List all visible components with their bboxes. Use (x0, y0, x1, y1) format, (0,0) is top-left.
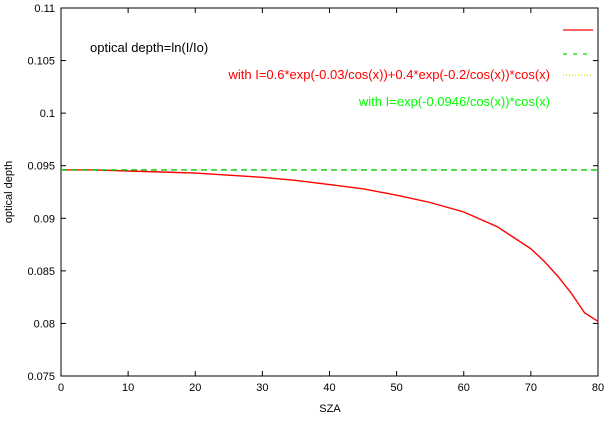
annotation-green-series: with I=exp(-0.0946/cos(x))*cos(x) (358, 94, 550, 109)
x-tick-label: 80 (592, 382, 604, 394)
annotation-formula-title: optical depth=ln(I/Io) (90, 40, 208, 55)
y-tick-label: 0.09 (34, 213, 55, 225)
x-axis-title: SZA (319, 403, 341, 415)
y-tick-label: 0.085 (27, 266, 55, 278)
x-tick-label: 0 (58, 382, 64, 394)
x-tick-label: 10 (122, 382, 134, 394)
y-tick-label: 0.105 (27, 56, 55, 68)
y-tick-label: 0.075 (27, 371, 55, 383)
y-tick-label: 0.095 (27, 161, 55, 173)
legend-samples (563, 29, 593, 76)
x-tick-label: 20 (189, 382, 201, 394)
axis-ticks: 0 10 20 30 40 50 60 70 80 0.075 0.08 0.085 0.09 0.095… (27, 3, 604, 394)
plot-frame (60, 7, 599, 377)
series-layer (61, 169, 599, 322)
annotation-red-series: with I=0.6*exp(-0.03/cos(x))+0.4*exp(-0.… (227, 67, 550, 82)
x-tick-label: 60 (458, 382, 470, 394)
y-tick-label: 0.11 (34, 3, 55, 15)
y-tick-label: 0.1 (40, 108, 55, 120)
x-tick-label: 40 (323, 382, 335, 394)
y-tick-label: 0.08 (34, 318, 55, 330)
y-axis-title: optical depth (3, 161, 15, 223)
series-line-0 (61, 169, 599, 322)
x-tick-label: 30 (256, 382, 268, 394)
x-tick-label: 50 (391, 382, 403, 394)
x-tick-label: 70 (525, 382, 537, 394)
